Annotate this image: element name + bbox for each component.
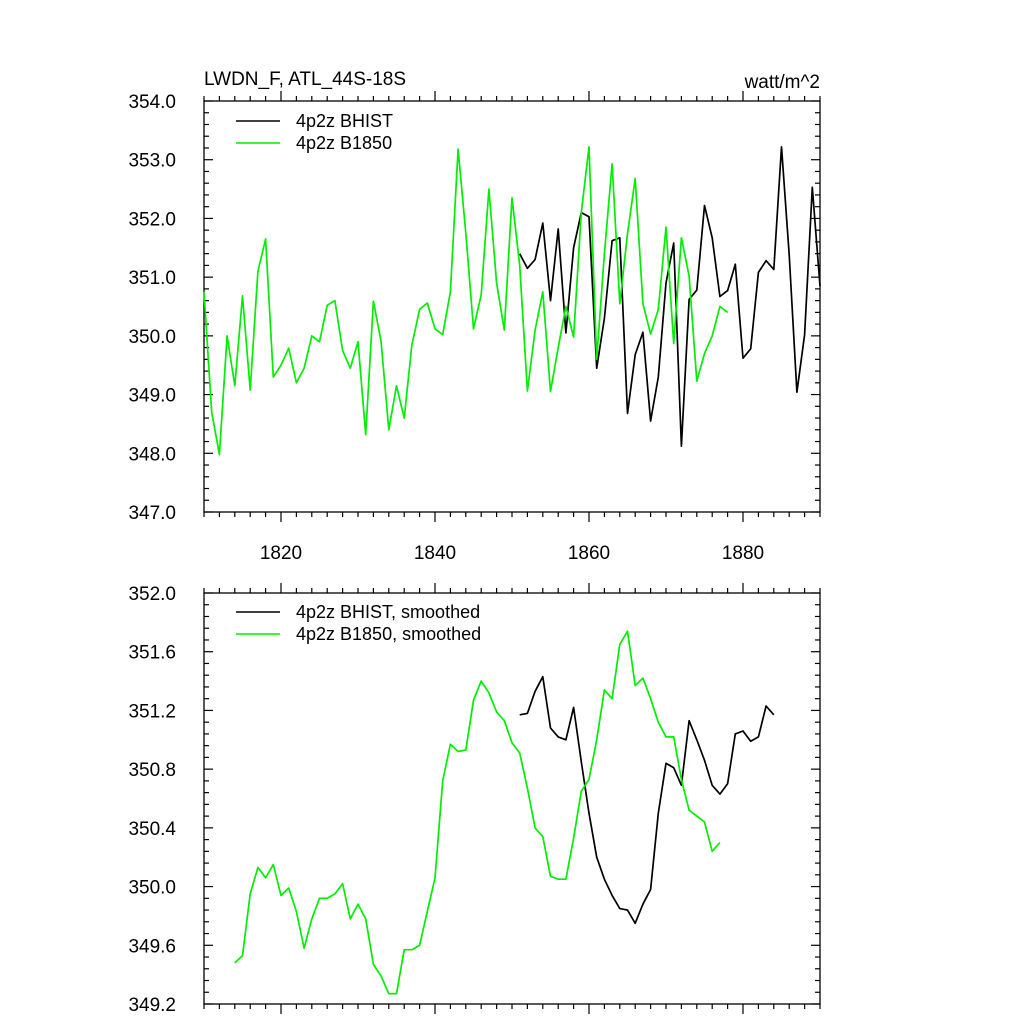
top-ytick-label: 353.0 [128,151,176,172]
bottom-panel: 349.2 349.6 350.0 350.4 350.8 351.2 351.6 352.0… [128,583,821,1016]
top-ytick-label: 354.0 [128,92,176,113]
bottom-ytick-label: 351.6 [128,643,176,664]
top-panel: LWDN_F, ATL_44S-18S watt/m^2 347.0348.03… [128,69,821,564]
top-xtick-label: 1820 [260,543,302,564]
legend-label-bhist: 4p2z BHIST [296,111,393,131]
top-ytick-label: 350.0 [128,327,176,348]
bottom-series-line-bhist [519,675,775,925]
top-ytick-label: 351.0 [128,268,176,289]
top-ytick-label: 352.0 [128,209,176,230]
top-series-lines [203,145,821,456]
bottom-axis-ticks: 349.2 349.6 350.0 350.4 350.8 351.2 351.6 352.0 [128,583,821,1016]
top-ytick-label: 347.0 [128,503,176,524]
top-panel-title: LWDN_F, ATL_44S-18S [204,69,406,90]
top-series-line-b1850 [203,145,729,456]
top-xtick-label: 1880 [722,543,764,564]
bottom-ytick-label: 350.4 [128,819,176,840]
top-xtick-label: 1840 [414,543,456,564]
bottom-ytick-label: 349.2 [128,995,176,1016]
top-plot-frame [203,100,821,513]
bottom-series-line-b1850 [234,630,721,995]
top-ytick-label: 348.0 [128,444,176,465]
top-legend: 4p2z BHIST 4p2z B1850 [236,111,393,153]
top-series-line-bhist [518,145,821,448]
bottom-ytick-label: 350.8 [128,760,176,781]
bottom-plot-frame [203,592,821,1005]
legend-label-b1850-smoothed: 4p2z B1850, smoothed [296,624,481,644]
top-axis-ticks: 347.0 348.0 349.0 350.0 351.0 352.0 353.0 354.0… [128,91,821,564]
bottom-series-lines [234,630,775,995]
top-ytick-label: 349.0 [128,386,176,407]
bottom-ytick-label: 352.0 [128,584,176,605]
bottom-ytick-label: 350.0 [128,878,176,899]
top-xtick-label: 1860 [568,543,610,564]
top-panel-units: watt/m^2 [744,72,820,93]
bottom-ytick-label: 351.2 [128,701,176,722]
legend-label-bhist-smoothed: 4p2z BHIST, smoothed [296,602,480,622]
bottom-ytick-label: 349.6 [128,936,176,957]
legend-label-b1850: 4p2z B1850 [296,133,392,153]
bottom-legend: 4p2z BHIST, smoothed 4p2z B1850, smoothe… [236,602,481,644]
